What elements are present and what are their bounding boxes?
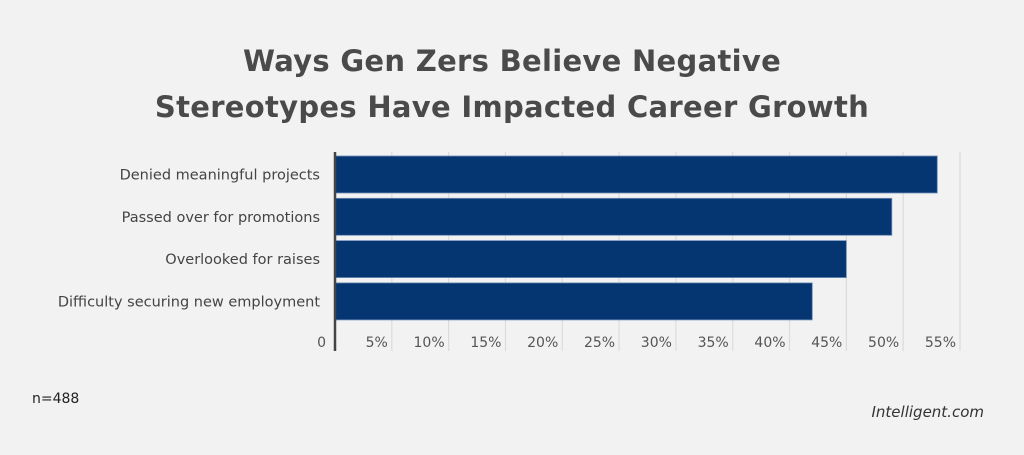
x-tick-label: 25%	[584, 335, 615, 351]
bar	[334, 155, 938, 194]
category-label: Passed over for promotions	[122, 210, 320, 226]
bar	[334, 282, 813, 321]
x-tick-label: 10%	[414, 335, 445, 351]
x-tick-label: 15%	[470, 335, 501, 351]
x-tick-label: 5%	[366, 335, 388, 351]
category-label: Overlooked for raises	[165, 252, 320, 268]
bar	[334, 197, 893, 236]
category-label: Difficulty securing new employment	[58, 294, 320, 310]
x-tick-label: 20%	[527, 335, 558, 351]
x-tick-label: 35%	[698, 335, 729, 351]
x-tick-label: 55%	[925, 335, 956, 351]
sample-size-note: n=488	[32, 391, 80, 407]
x-tick-label: 30%	[641, 335, 672, 351]
category-label: Denied meaningful projects	[120, 168, 320, 184]
x-tick-label: 50%	[868, 335, 899, 351]
x-tick-label: 45%	[811, 335, 842, 351]
x-tick-label: 40%	[754, 335, 785, 351]
chart-title: Ways Gen Zers Believe Negative Stereotyp…	[154, 44, 870, 124]
brand-label: Intelligent.com	[871, 403, 985, 421]
bar	[334, 240, 847, 279]
x-tick-label: 0	[317, 335, 326, 351]
